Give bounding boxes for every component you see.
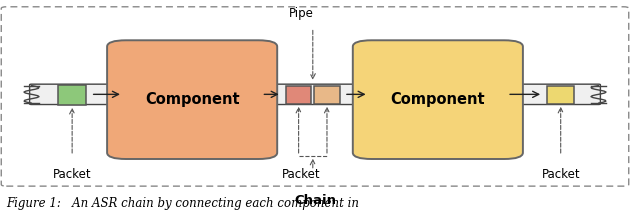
FancyBboxPatch shape [58,85,86,105]
FancyBboxPatch shape [30,84,600,105]
Text: Pipe: Pipe [289,7,314,20]
FancyBboxPatch shape [107,40,277,159]
Text: Component: Component [145,92,239,107]
Text: Figure 1:   An ASR chain by connecting each component in: Figure 1: An ASR chain by connecting eac… [6,197,359,210]
Text: Chain: Chain [294,194,336,207]
Text: Packet: Packet [282,168,321,181]
FancyBboxPatch shape [353,40,523,159]
FancyBboxPatch shape [547,86,574,104]
FancyBboxPatch shape [314,86,340,104]
Text: Packet: Packet [541,168,580,181]
FancyBboxPatch shape [286,86,311,104]
Text: Packet: Packet [53,168,92,181]
Text: Component: Component [391,92,485,107]
